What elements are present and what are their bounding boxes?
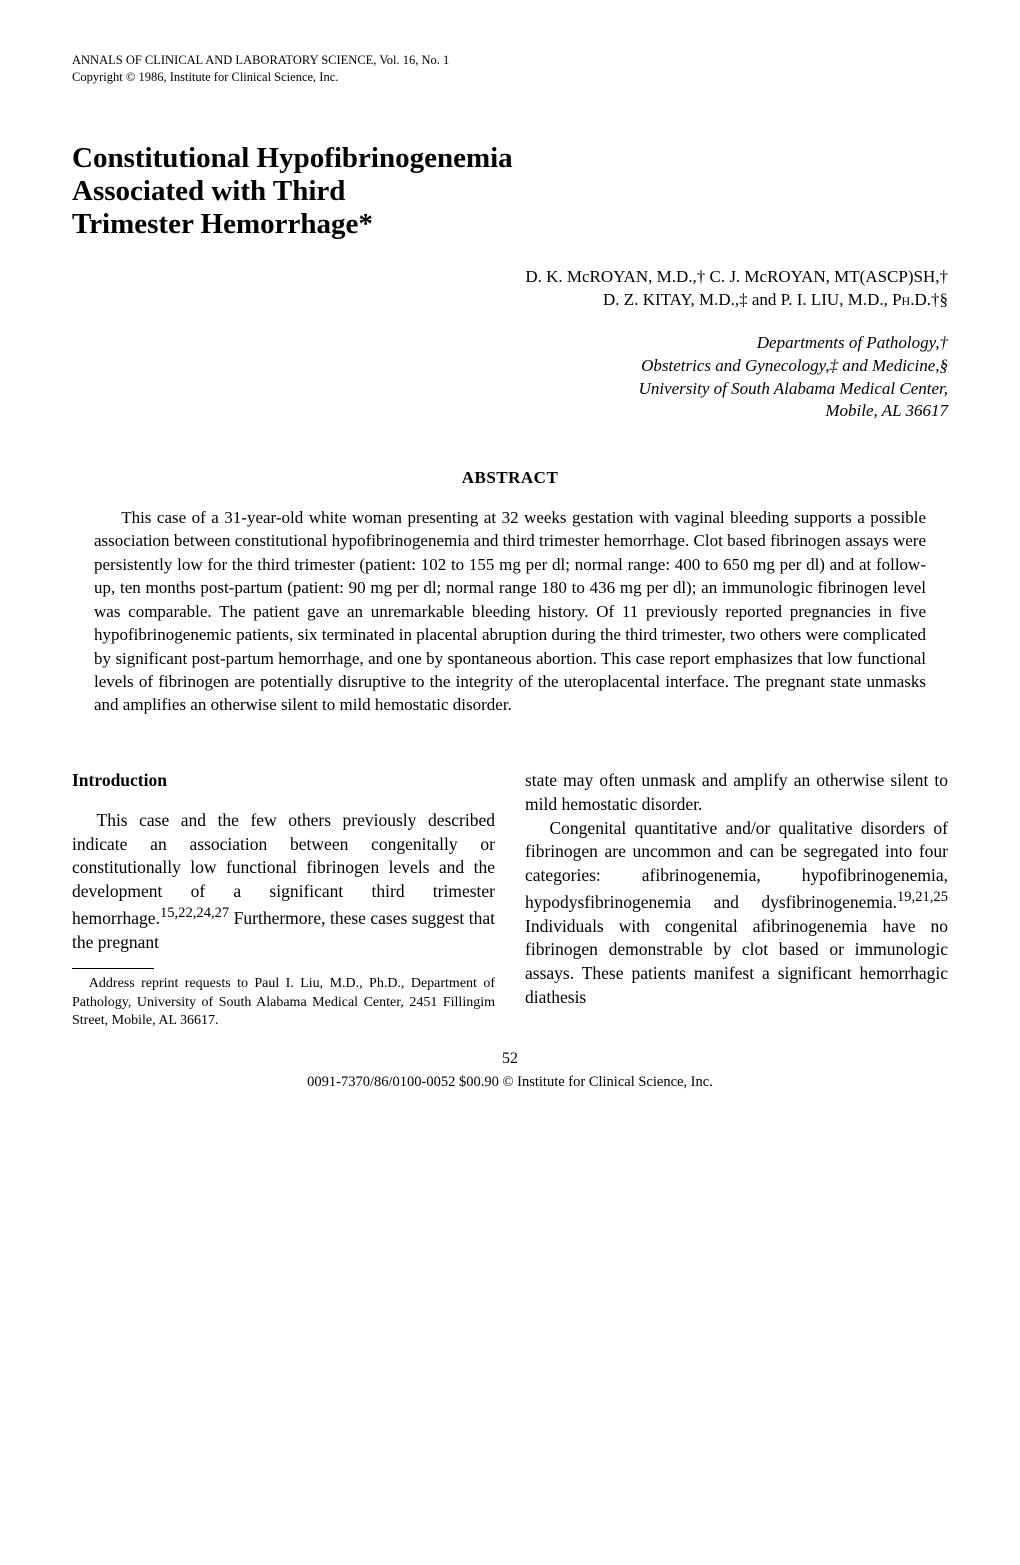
affiliation-line-4: Mobile, AL 36617 (72, 400, 948, 423)
intro-paragraph-right-continued: state may often unmask and amplify an ot… (525, 769, 948, 817)
affiliation-line-1: Departments of Pathology,† (72, 332, 948, 355)
abstract-heading: ABSTRACT (72, 467, 948, 489)
intro-paragraph-right-2: Congenital quantitative and/or qualitati… (525, 817, 948, 1010)
footnote-rule (72, 968, 154, 969)
abstract-body: This case of a 31-year-old white woman p… (94, 506, 926, 717)
title-line-3: Trimester Hemorrhage* (72, 208, 373, 240)
authors-line-1: D. K. McROYAN, M.D.,† C. J. McROYAN, MT(… (72, 266, 948, 289)
right-column: state may often unmask and amplify an ot… (525, 769, 948, 1030)
left-column: Introduction This case and the few other… (72, 769, 495, 1030)
copyright-footer: 0091-7370/86/0100-0052 $00.90 © Institut… (72, 1073, 948, 1092)
affiliation-line-2: Obstetrics and Gynecology,‡ and Medicine… (72, 355, 948, 378)
affiliations: Departments of Pathology,† Obstetrics an… (72, 332, 948, 424)
author-list: D. K. McROYAN, M.D.,† C. J. McROYAN, MT(… (72, 266, 948, 312)
authors-line-2: D. Z. KITAY, M.D.,‡ and P. I. LIU, M.D.,… (72, 289, 948, 312)
intro-paragraph-left: This case and the few others previously … (72, 809, 495, 955)
journal-line-1: ANNALS OF CLINICAL AND LABORATORY SCIENC… (72, 52, 948, 69)
introduction-heading: Introduction (72, 769, 495, 793)
title-line-2: Associated with Third (72, 175, 345, 207)
journal-line-2: Copyright © 1986, Institute for Clinical… (72, 69, 948, 86)
article-title: Constitutional Hypofibrinogenemia Associ… (72, 142, 948, 242)
journal-header: ANNALS OF CLINICAL AND LABORATORY SCIENC… (72, 52, 948, 86)
body-columns: Introduction This case and the few other… (72, 769, 948, 1030)
reprint-footnote: Address reprint requests to Paul I. Liu,… (72, 975, 495, 1030)
affiliation-line-3: University of South Alabama Medical Cent… (72, 378, 948, 401)
title-line-1: Constitutional Hypofibrinogenemia (72, 142, 513, 174)
page-number: 52 (72, 1048, 948, 1069)
